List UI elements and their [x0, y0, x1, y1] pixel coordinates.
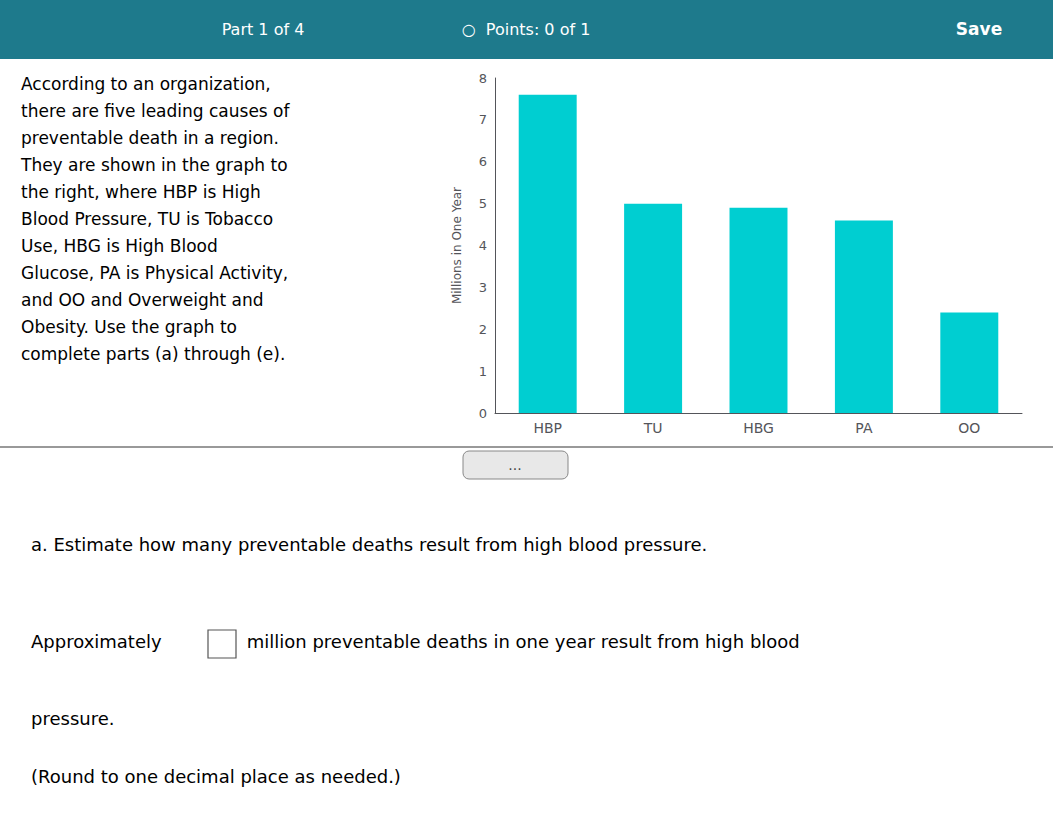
svg-text:1: 1 — [479, 364, 487, 379]
svg-text:a. Estimate how many preventab: a. Estimate how many preventable deaths … — [31, 534, 707, 555]
svg-text:TU: TU — [643, 420, 663, 436]
svg-text:the right, where HBP is High: the right, where HBP is High — [21, 182, 261, 202]
svg-text:HBG: HBG — [743, 420, 774, 436]
svg-text:Glucose, PA is Physical Activi: Glucose, PA is Physical Activity, — [21, 263, 288, 283]
svg-text:8: 8 — [479, 71, 487, 86]
svg-text:million preventable deaths in: million preventable deaths in one year r… — [241, 631, 800, 652]
svg-text:Millions in One Year: Millions in One Year — [450, 187, 464, 304]
svg-text:Obesity. Use the graph to: Obesity. Use the graph to — [21, 317, 237, 337]
svg-text:0: 0 — [479, 406, 487, 421]
svg-text:○ Points: 0 of 1: ○ Points: 0 of 1 — [462, 20, 591, 39]
svg-text:(Round to one decimal place as: (Round to one decimal place as needed.) — [31, 766, 401, 787]
svg-text:OO: OO — [958, 420, 980, 436]
svg-text:Save: Save — [956, 19, 1002, 39]
svg-text:PA: PA — [855, 420, 873, 436]
svg-text:2: 2 — [479, 322, 487, 337]
svg-text:HBP: HBP — [533, 420, 562, 436]
svg-text:complete parts (a) through (e): complete parts (a) through (e). — [21, 344, 285, 364]
svg-text:Use, HBG is High Blood: Use, HBG is High Blood — [21, 236, 218, 256]
svg-text:Part 1 of 4: Part 1 of 4 — [222, 20, 305, 39]
svg-text:6: 6 — [479, 154, 487, 169]
svg-text:preventable death in a region.: preventable death in a region. — [21, 128, 279, 148]
svg-text:and OO and Overweight and: and OO and Overweight and — [21, 290, 264, 310]
svg-text:...: ... — [508, 457, 521, 473]
svg-text:Approximately: Approximately — [31, 631, 167, 652]
svg-text:5: 5 — [479, 196, 487, 211]
svg-text:7: 7 — [479, 112, 487, 127]
svg-text:According to an organization,: According to an organization, — [21, 74, 271, 94]
svg-text:there are five leading causes: there are five leading causes of — [21, 101, 291, 121]
svg-text:pressure.: pressure. — [31, 708, 114, 729]
svg-text:They are shown in the graph to: They are shown in the graph to — [20, 155, 288, 175]
svg-text:3: 3 — [479, 280, 487, 295]
svg-text:4: 4 — [479, 238, 487, 253]
svg-text:Blood Pressure, TU is Tobacco: Blood Pressure, TU is Tobacco — [21, 209, 273, 229]
